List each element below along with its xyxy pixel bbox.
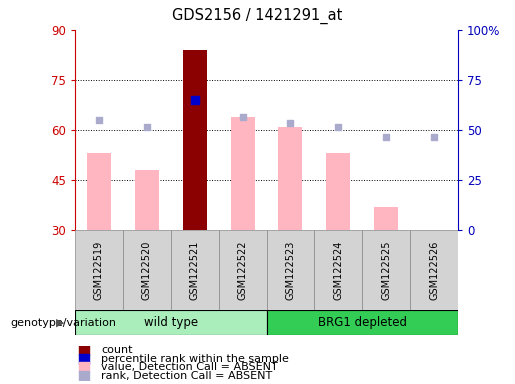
Bar [327, 153, 350, 230]
Point [334, 124, 342, 130]
Bar [374, 207, 398, 230]
Bar [314, 230, 362, 310]
Text: GSM122525: GSM122525 [381, 240, 391, 300]
Bar [75, 310, 266, 335]
Text: value, Detection Call = ABSENT: value, Detection Call = ABSENT [101, 362, 278, 372]
Text: rank, Detection Call = ABSENT: rank, Detection Call = ABSENT [101, 371, 272, 381]
Text: ▶: ▶ [56, 318, 65, 328]
Point [80, 356, 88, 362]
Text: GSM122524: GSM122524 [333, 240, 344, 300]
Bar [87, 153, 111, 230]
Point [191, 97, 199, 103]
Point [430, 134, 438, 140]
Bar [219, 230, 266, 310]
Bar [231, 117, 254, 230]
Bar [75, 230, 123, 310]
Point [286, 120, 295, 126]
Point [143, 124, 151, 130]
Text: GSM122526: GSM122526 [429, 240, 439, 300]
Text: GSM122523: GSM122523 [285, 240, 296, 300]
Point [382, 134, 390, 140]
Text: count: count [101, 346, 133, 356]
Text: GSM122522: GSM122522 [237, 240, 248, 300]
Bar [410, 230, 458, 310]
Point [80, 348, 88, 354]
Bar [362, 230, 410, 310]
Point [80, 373, 88, 379]
Text: genotype/variation: genotype/variation [10, 318, 116, 328]
Bar [135, 170, 159, 230]
Text: GSM122521: GSM122521 [190, 240, 200, 300]
Bar [279, 127, 302, 230]
Text: GSM122520: GSM122520 [142, 240, 152, 300]
Text: GDS2156 / 1421291_at: GDS2156 / 1421291_at [173, 8, 342, 24]
Point [238, 114, 247, 120]
Bar [266, 230, 314, 310]
Text: GSM122519: GSM122519 [94, 240, 104, 300]
Bar [123, 230, 171, 310]
Point [95, 117, 103, 123]
Text: BRG1 depleted: BRG1 depleted [318, 316, 407, 329]
Bar [183, 50, 207, 230]
Point [80, 364, 88, 371]
Text: percentile rank within the sample: percentile rank within the sample [101, 354, 289, 364]
Text: wild type: wild type [144, 316, 198, 329]
Bar [266, 310, 458, 335]
Bar [171, 230, 219, 310]
